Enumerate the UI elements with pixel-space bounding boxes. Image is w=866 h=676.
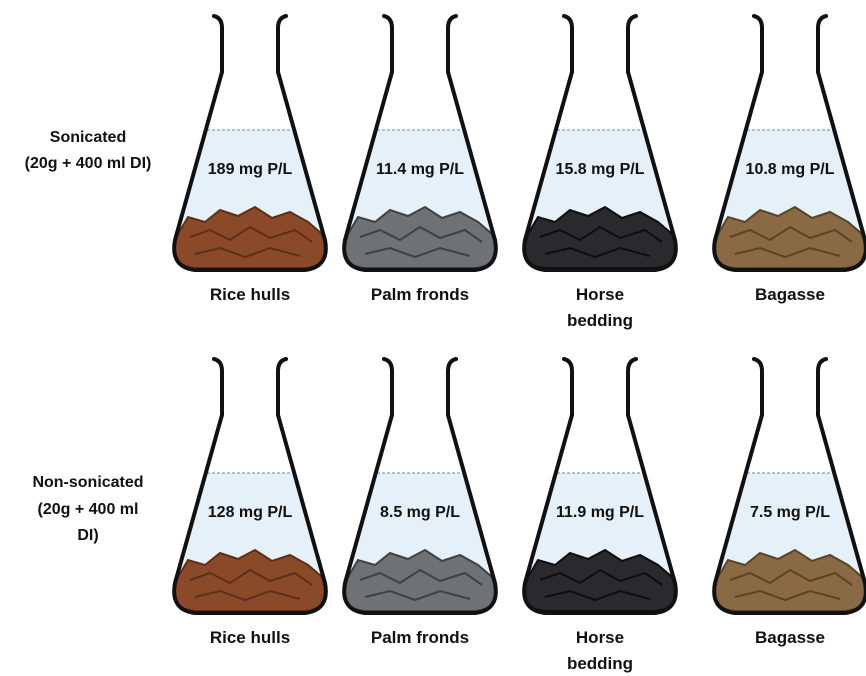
flask-name: Palm fronds (370, 628, 470, 647)
row-label: Non-sonicated (32, 474, 143, 491)
flask-outline (172, 71, 328, 272)
row-label: DI) (77, 527, 98, 544)
flask-name: Bagasse (755, 285, 825, 304)
material-texture (189, 568, 313, 602)
flask-name: Horse bedding (566, 285, 634, 330)
flask-name-text: Palm fronds (370, 285, 470, 304)
material-texture (539, 568, 663, 602)
flask-neck (752, 14, 828, 74)
flask-value: 11.4 mg P/L (376, 161, 464, 178)
flask-value: 11.9 mg P/L (556, 504, 644, 521)
flask: 15.8 mg P/L Horse bedding (522, 14, 678, 330)
flask-value: 189 mg P/L (208, 161, 293, 178)
flask-name: Rice hulls (209, 628, 291, 647)
flask: 8.5 mg P/L Palm fronds (342, 357, 498, 647)
flask-value: 128 mg P/L (208, 504, 293, 521)
material-texture (729, 568, 853, 602)
row-label: Sonicated (50, 129, 126, 146)
material-texture (189, 225, 313, 259)
flask-name: Rice hulls (209, 285, 291, 304)
flask: 128 mg P/L Rice hulls (172, 357, 328, 647)
flask-outline (342, 71, 498, 272)
flask-neck (562, 14, 638, 74)
flask-outline (342, 414, 498, 615)
row-label: (20g + 400 ml (38, 501, 139, 518)
flask-value: 7.5 mg P/L (750, 504, 830, 521)
flask: 189 mg P/L Rice hulls (172, 14, 328, 304)
flask-name-text: Rice hulls (209, 285, 291, 304)
material-texture (359, 568, 483, 602)
flask-outline (522, 414, 678, 615)
flask-name-text: Horse bedding (566, 628, 634, 673)
material-texture (729, 225, 853, 259)
flask-outline (522, 71, 678, 272)
flask-neck (382, 357, 458, 417)
flask-neck (212, 357, 288, 417)
flask-name-text: Horse bedding (566, 285, 634, 330)
flask-neck (212, 14, 288, 74)
flask-value: 10.8 mg P/L (746, 161, 835, 178)
flask-name-text: Bagasse (755, 628, 825, 647)
flask: 10.8 mg P/L Bagasse (712, 14, 866, 304)
flask-name: Horse bedding (566, 628, 634, 673)
flask-name-text: Bagasse (755, 285, 825, 304)
flask-name-text: Rice hulls (209, 628, 291, 647)
flask-neck (752, 357, 828, 417)
flask-name-text: Palm fronds (370, 628, 470, 647)
material-texture (359, 225, 483, 259)
flask-neck (382, 14, 458, 74)
flask-name: Palm fronds (370, 285, 470, 304)
flask-outline (172, 414, 328, 615)
flask-name: Bagasse (755, 628, 825, 647)
flask-neck (562, 357, 638, 417)
flask: 11.9 mg P/L Horse bedding (522, 357, 678, 673)
material-texture (539, 225, 663, 259)
row-label: (20g + 400 ml DI) (25, 155, 152, 172)
flask: 7.5 mg P/L Bagasse (712, 357, 866, 647)
flask-value: 15.8 mg P/L (556, 161, 645, 178)
flask: 11.4 mg P/L Palm fronds (342, 14, 498, 304)
flask-value: 8.5 mg P/L (380, 504, 460, 521)
